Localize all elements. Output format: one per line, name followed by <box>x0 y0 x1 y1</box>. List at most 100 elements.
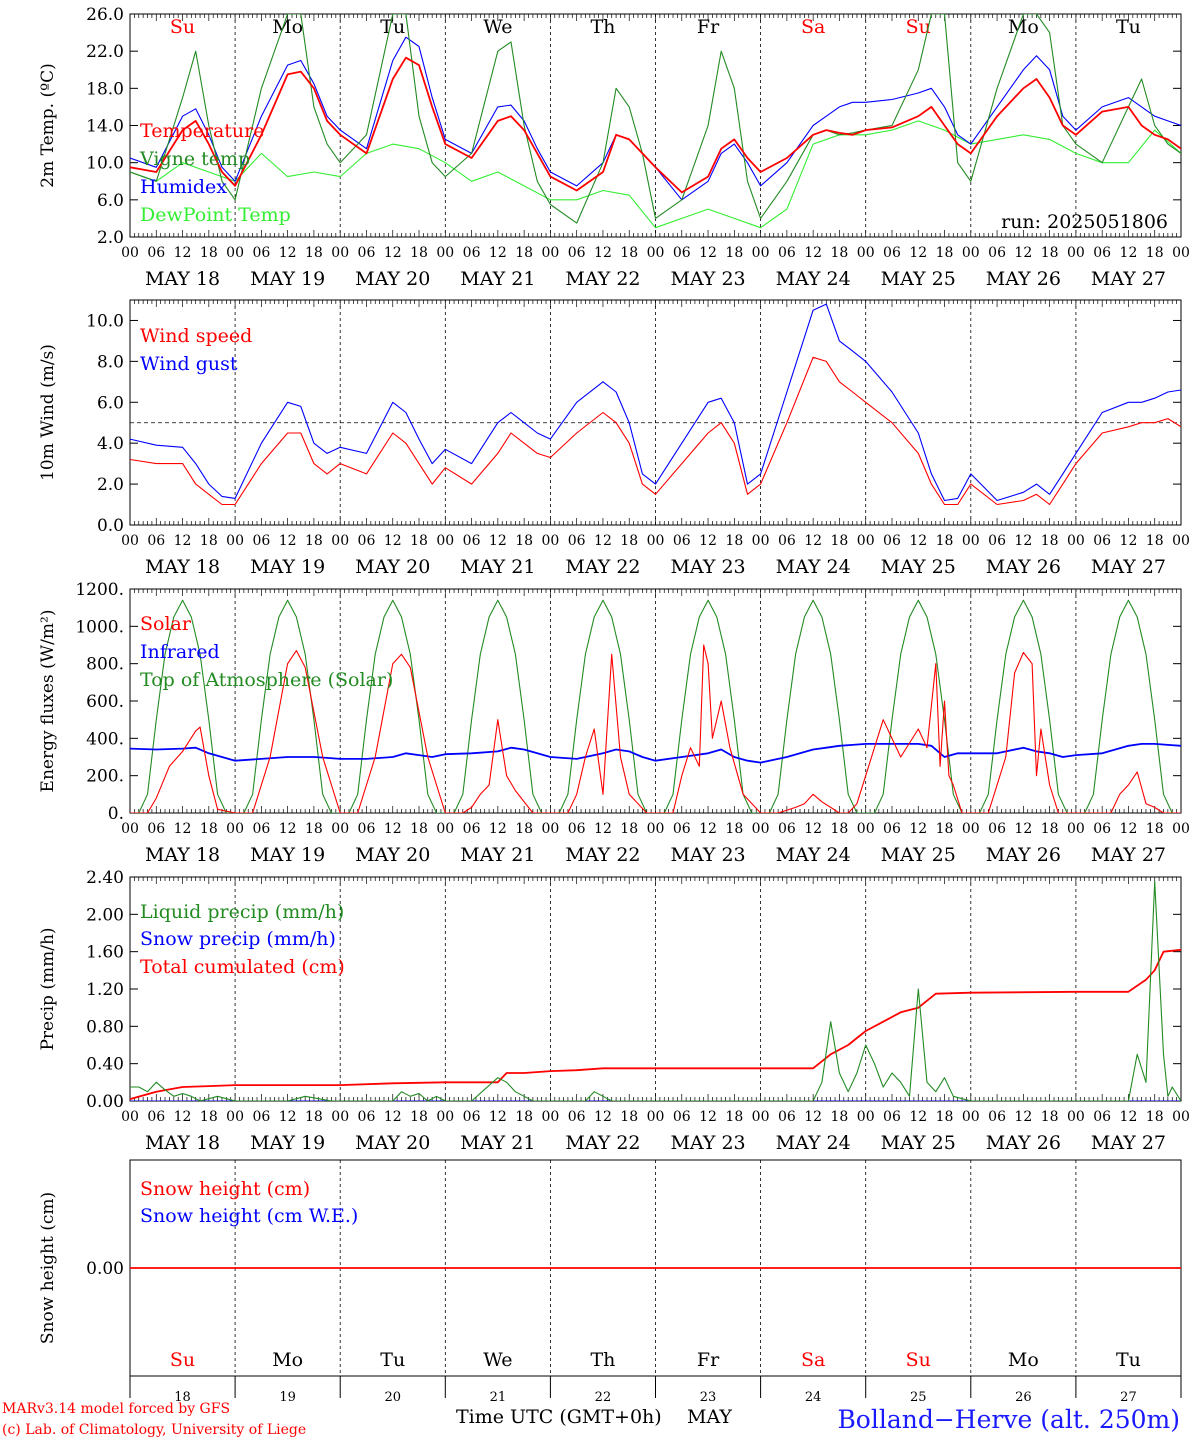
hour-label: 12 <box>384 533 402 549</box>
y-tick-label: 0.40 <box>86 1055 124 1075</box>
hour-label: 12 <box>279 533 297 549</box>
weekday-label: Mo <box>272 16 303 38</box>
weekday-label: Tu <box>1116 1349 1141 1371</box>
hour-label: 12 <box>594 533 612 549</box>
footer-copyright: (c) Lab. of Climatology, University of L… <box>2 1422 306 1438</box>
hour-label: 06 <box>673 533 691 549</box>
day-label: MAY 20 <box>355 844 430 866</box>
hour-label: 12 <box>384 1109 402 1125</box>
hour-label: 00 <box>962 821 980 837</box>
hour-label: 18 <box>200 1109 218 1125</box>
hour-label: 12 <box>1014 533 1032 549</box>
hour-label: 00 <box>226 245 244 261</box>
hour-label: 06 <box>778 245 796 261</box>
hour-label: 12 <box>699 533 717 549</box>
day-label: MAY 22 <box>565 556 640 578</box>
hour-label: 12 <box>909 245 927 261</box>
hour-label: 06 <box>988 821 1006 837</box>
day-label: MAY 27 <box>1091 268 1166 290</box>
day-label: MAY 23 <box>670 844 745 866</box>
hour-label: 18 <box>725 533 743 549</box>
y-tick-label: 2.00 <box>86 905 124 925</box>
weekday-label: We <box>483 1349 512 1371</box>
day-label: MAY 22 <box>565 844 640 866</box>
hour-label: 06 <box>252 245 270 261</box>
day-label: MAY 18 <box>145 844 220 866</box>
footer-model: MARv3.14 model forced by GFS <box>2 1401 230 1417</box>
hour-label: 00 <box>1067 245 1085 261</box>
y-axis-label: 2m Temp. (ºC) <box>38 63 58 188</box>
hour-label: 00 <box>1172 1109 1190 1125</box>
hour-label: 12 <box>489 245 507 261</box>
series-line <box>130 644 1181 813</box>
hour-label: 18 <box>305 1109 323 1125</box>
hour-label: 00 <box>121 533 139 549</box>
day-label: MAY 21 <box>460 268 535 290</box>
hour-label: 12 <box>699 1109 717 1125</box>
legend-entry: Vigne temp <box>139 148 250 170</box>
hour-label: 00 <box>647 245 665 261</box>
hour-label: 06 <box>147 533 165 549</box>
hour-label: 12 <box>174 533 192 549</box>
hour-label: 00 <box>436 821 454 837</box>
hour-label: 18 <box>515 245 533 261</box>
day-label: MAY 25 <box>881 1132 956 1154</box>
hour-label: 06 <box>252 1109 270 1125</box>
y-tick-label: 0.00 <box>86 1092 124 1112</box>
hour-label: 00 <box>1067 1109 1085 1125</box>
hour-label: 00 <box>857 533 875 549</box>
hour-label: 18 <box>620 1109 638 1125</box>
weekday-label: Fr <box>697 16 720 38</box>
weekday-label: Mo <box>1008 1349 1039 1371</box>
legend-entry: Humidex <box>140 176 227 198</box>
day-number: 27 <box>1120 1390 1137 1405</box>
hour-label: 18 <box>410 1109 428 1125</box>
day-number: 26 <box>1015 1390 1032 1405</box>
precip-panel: 0.00 0.40 0.80 1.20 1.60 2.00 2.40 Precip (mm/h… <box>38 868 1190 1154</box>
hour-label: 06 <box>568 821 586 837</box>
hour-label: 18 <box>1041 821 1059 837</box>
hour-label: 12 <box>804 1109 822 1125</box>
day-number: 19 <box>279 1390 296 1405</box>
legend-entry: Liquid precip (mm/h) <box>140 901 344 923</box>
hour-label: 06 <box>252 533 270 549</box>
legend-entry: DewPoint Temp <box>140 204 291 226</box>
hour-label: 00 <box>541 1109 559 1125</box>
day-label: MAY 20 <box>355 268 430 290</box>
weekday-label: Sa <box>801 1349 825 1371</box>
series-line <box>130 743 1181 764</box>
flux-frame <box>129 588 1182 814</box>
hour-label: 00 <box>331 821 349 837</box>
hour-label: 00 <box>752 245 770 261</box>
hour-label: 06 <box>883 821 901 837</box>
hour-label: 18 <box>515 533 533 549</box>
hour-label: 12 <box>1014 1109 1032 1125</box>
series-line <box>130 599 1181 813</box>
day-label: MAY 21 <box>460 556 535 578</box>
y-axis-label: 10m Wind (m/s) <box>38 344 58 481</box>
hour-label: 00 <box>121 245 139 261</box>
y-tick-label: 2.0 <box>97 228 124 248</box>
hour-label: 18 <box>200 821 218 837</box>
day-number: 20 <box>384 1390 401 1405</box>
hour-label: 00 <box>647 821 665 837</box>
hour-label: 00 <box>647 1109 665 1125</box>
y-tick-label: 0.0 <box>97 516 124 536</box>
hour-label: 00 <box>857 821 875 837</box>
hour-label: 12 <box>804 821 822 837</box>
hour-label: 00 <box>541 245 559 261</box>
legend-entry: Infrared <box>140 641 220 663</box>
hour-label: 12 <box>1120 533 1138 549</box>
weekday-label: Tu <box>1116 16 1141 38</box>
hour-label: 18 <box>1146 1109 1164 1125</box>
y-tick-label: 1000. <box>75 617 124 637</box>
hour-label: 18 <box>410 821 428 837</box>
hour-label: 06 <box>568 1109 586 1125</box>
day-label: MAY 20 <box>355 1132 430 1154</box>
hour-label: 06 <box>883 245 901 261</box>
day-number: 24 <box>805 1390 822 1405</box>
hour-label: 18 <box>620 533 638 549</box>
y-axis-label: Precip (mm/h) <box>38 927 58 1050</box>
series-line <box>130 56 1181 194</box>
